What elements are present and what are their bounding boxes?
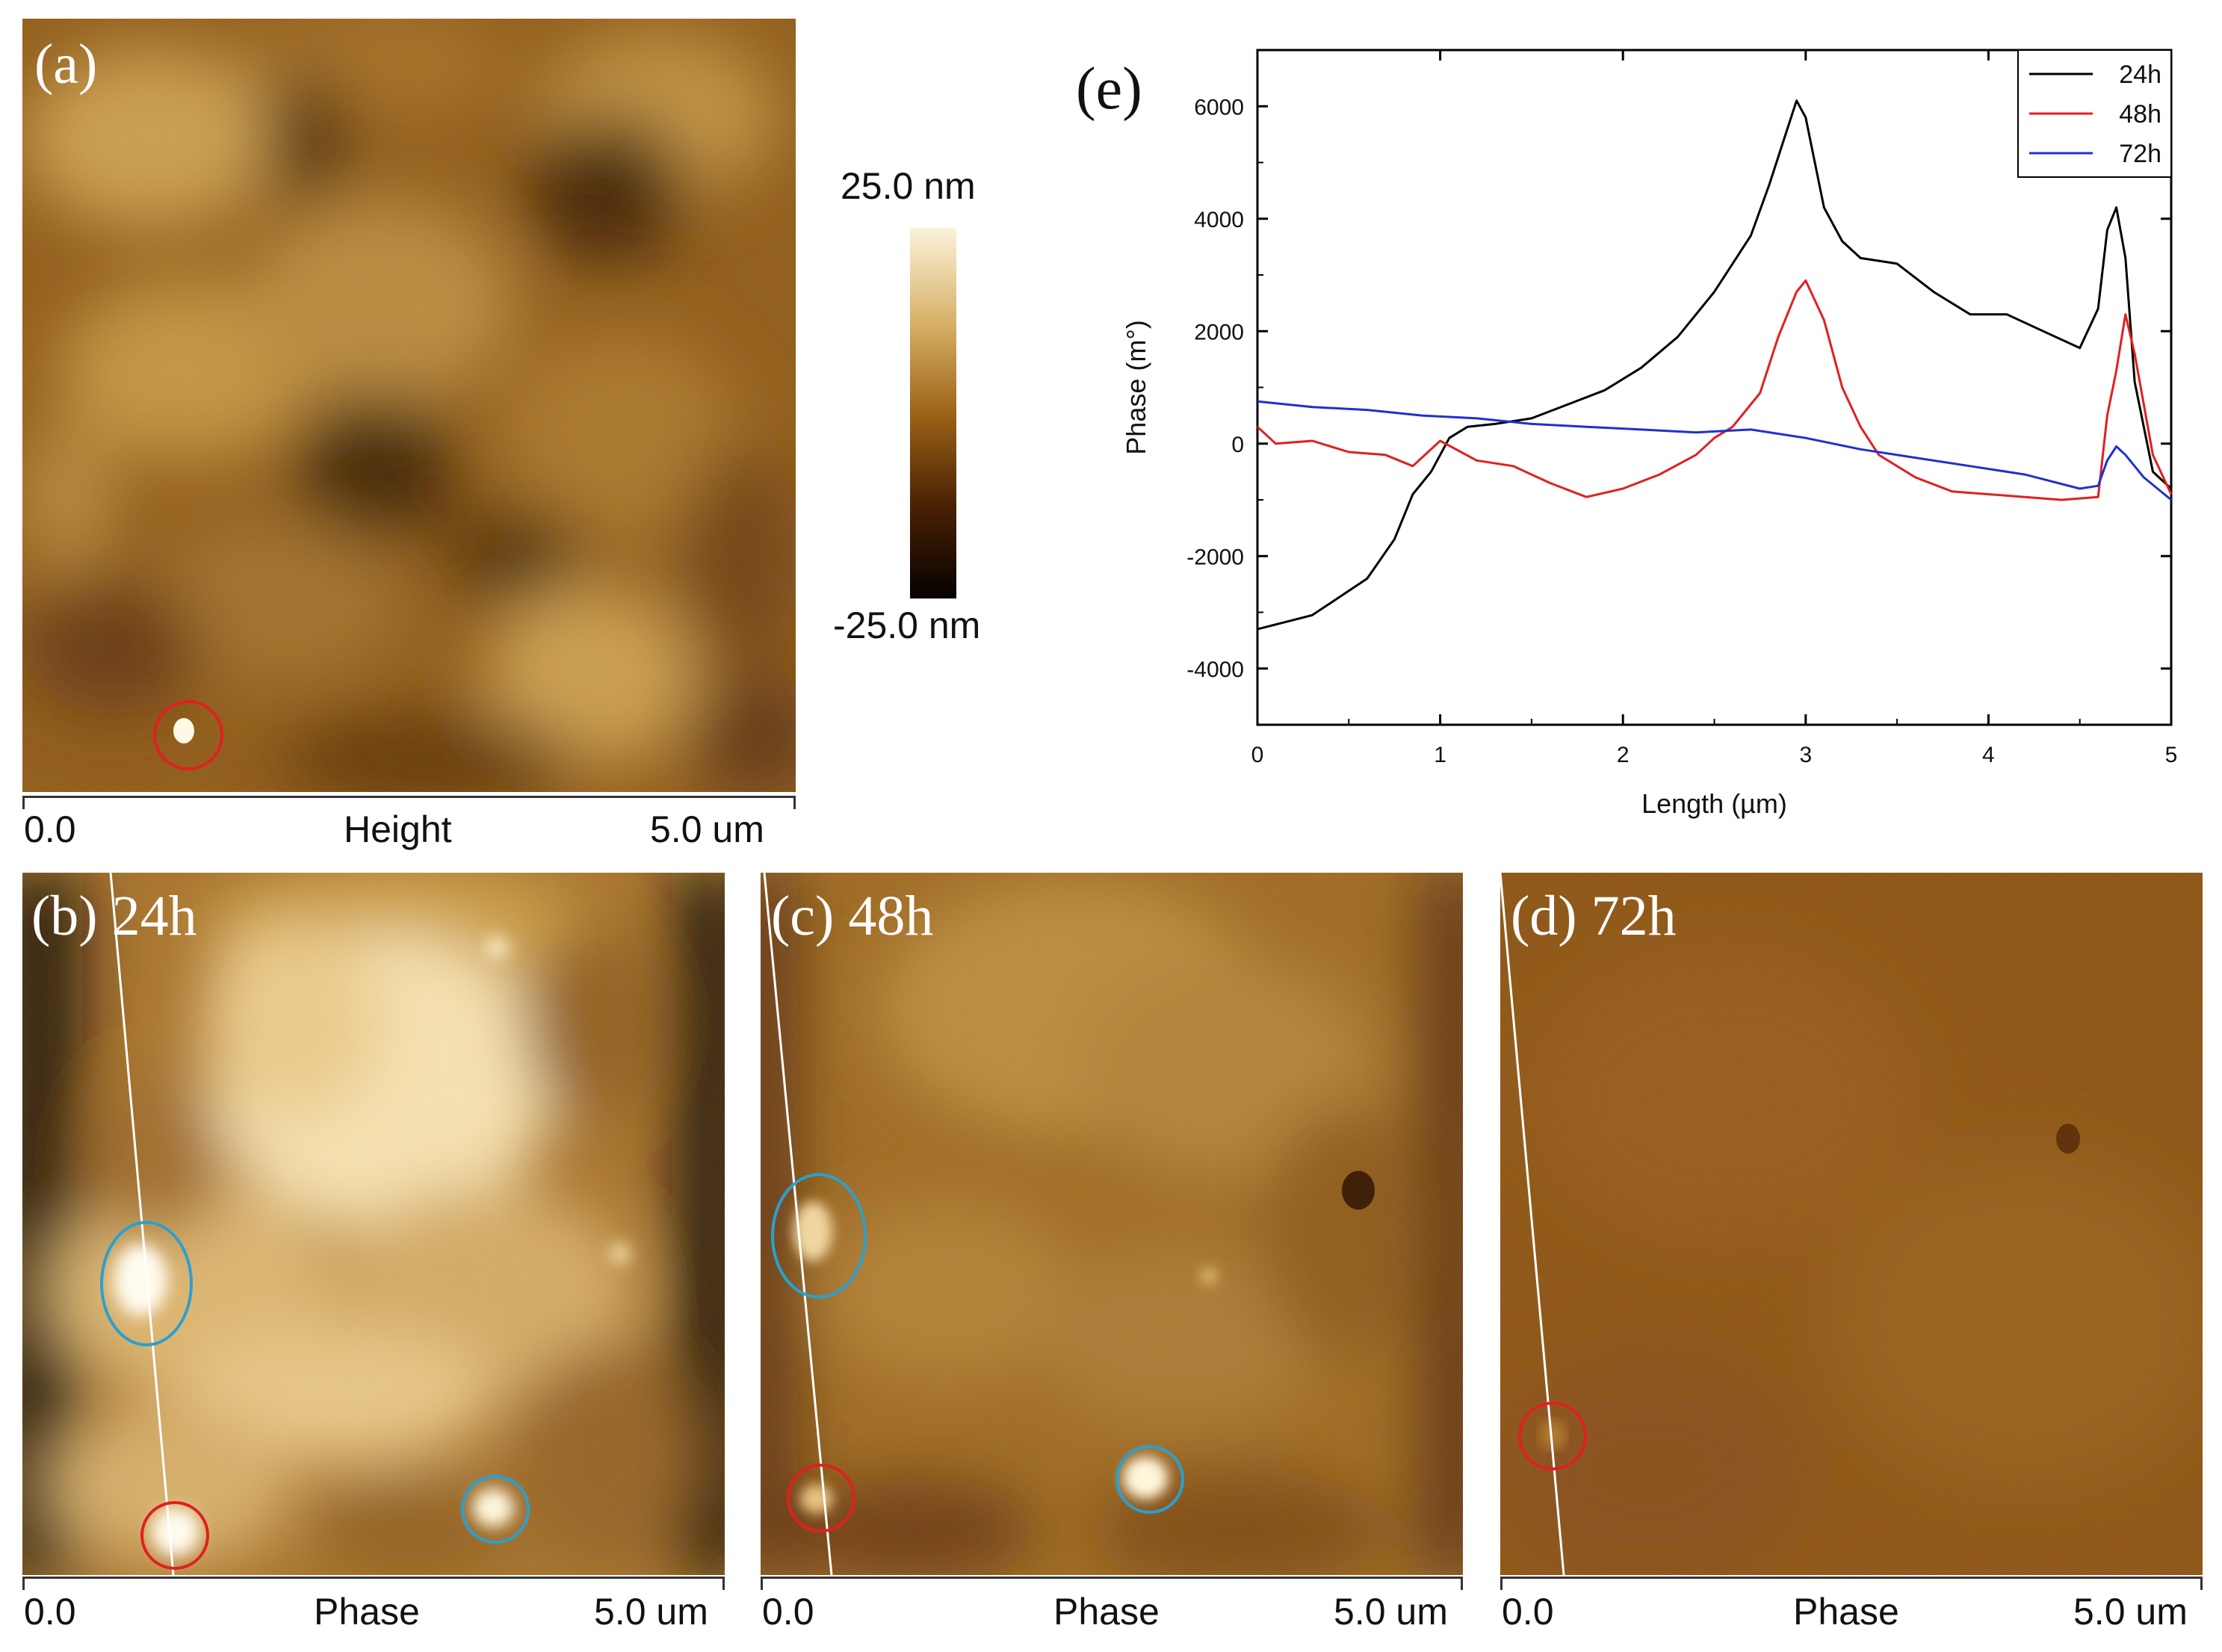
panel-c-label: (c) 48h (771, 885, 934, 947)
x-axis-label: Length (µm) (1641, 788, 1787, 819)
panel-b-axis-title: Phase (314, 1591, 420, 1633)
panel-c-scale-tick (761, 1577, 763, 1590)
red-circle-marker (787, 1464, 855, 1532)
panel-e-label: (e) (1076, 56, 1142, 122)
red-circle-marker (140, 1501, 209, 1570)
y-tick-label: -4000 (1186, 658, 1244, 682)
panel-b-label: (b) 24h (31, 885, 197, 947)
panel-c-scale-tick (1461, 1577, 1463, 1590)
blue-ellipse-marker (461, 1475, 530, 1544)
phase-line-chart: 0 1 2 3 4 5 -4000 -2000 0 2000 4000 6000 Length (µm)… (1076, 49, 2178, 819)
panel-c-scale-line (761, 1577, 1463, 1579)
panel-d-scale-tick (1500, 1577, 1503, 1590)
panel-a-scale-tick (793, 796, 796, 809)
panel-a-label: (a) (34, 33, 98, 96)
x-tick-label: 1 (1434, 743, 1446, 767)
afm-phase-image-72h (1500, 873, 2203, 1575)
colorbar (910, 228, 956, 598)
y-tick-label: 0 (1231, 433, 1244, 457)
x-tick-label: 0 (1251, 743, 1264, 767)
panel-d-axis-end: 5.0 um (2073, 1591, 2188, 1633)
panel-a-scale-line (22, 796, 796, 798)
profile-line-72h (1500, 873, 1565, 1575)
colorbar-max-label: 25.0 nm (841, 165, 976, 207)
red-circle-marker (153, 700, 223, 770)
series-line-48h (1256, 279, 2173, 501)
panel-d-label: (d) 72h (1511, 885, 1677, 947)
x-tick-label: 3 (1799, 743, 1812, 767)
panel-c-axis-end: 5.0 um (1334, 1591, 1448, 1633)
panel-a-axis-start: 0.0 (24, 808, 76, 850)
y-tick-label: 2000 (1194, 320, 1244, 344)
panel-b-axis-end: 5.0 um (594, 1591, 708, 1633)
panel-c-axis-title: Phase (1053, 1591, 1160, 1633)
afm-height-image (22, 19, 796, 792)
blue-ellipse-marker (771, 1173, 867, 1299)
panel-b-scale-tick (722, 1577, 725, 1590)
panel-d-scale-line (1500, 1577, 2203, 1579)
panel-b-axis-start: 0.0 (24, 1591, 76, 1633)
panel-d-scale-tick (2200, 1577, 2203, 1590)
y-tick-label: 4000 (1194, 208, 1244, 232)
panel-a-axis-title: Height (344, 808, 452, 850)
legend-label: 48h (2119, 100, 2161, 129)
colorbar-min-label: -25.0 nm (833, 604, 981, 646)
red-circle-marker (1518, 1402, 1587, 1470)
y-tick-label: 6000 (1194, 95, 1244, 120)
panel-b-scale-line (22, 1577, 725, 1579)
panel-b-scale-tick (22, 1577, 25, 1590)
panel-a-scale-tick (22, 796, 25, 809)
profile-line-48h (763, 873, 833, 1575)
x-tick-label: 4 (1982, 743, 1995, 767)
x-tick-label: 5 (2165, 743, 2178, 767)
blue-ellipse-marker (1115, 1445, 1184, 1514)
series-line-72h (1257, 400, 2172, 501)
x-tick-label: 2 (1617, 743, 1630, 767)
panel-a-axis-end: 5.0 um (650, 808, 764, 850)
y-tick-label: -2000 (1186, 545, 1244, 569)
series-line-24h (1257, 99, 2173, 631)
legend-label: 72h (2119, 140, 2161, 168)
panel-d-axis-start: 0.0 (1502, 1591, 1554, 1633)
afm-phase-image-48h (761, 873, 1463, 1575)
legend-label: 24h (2119, 61, 2161, 89)
y-axis-label: Phase (m°) (1121, 320, 1151, 454)
blue-ellipse-marker (100, 1221, 193, 1346)
panel-d-axis-title: Phase (1793, 1591, 1899, 1633)
panel-c-axis-start: 0.0 (762, 1591, 814, 1633)
